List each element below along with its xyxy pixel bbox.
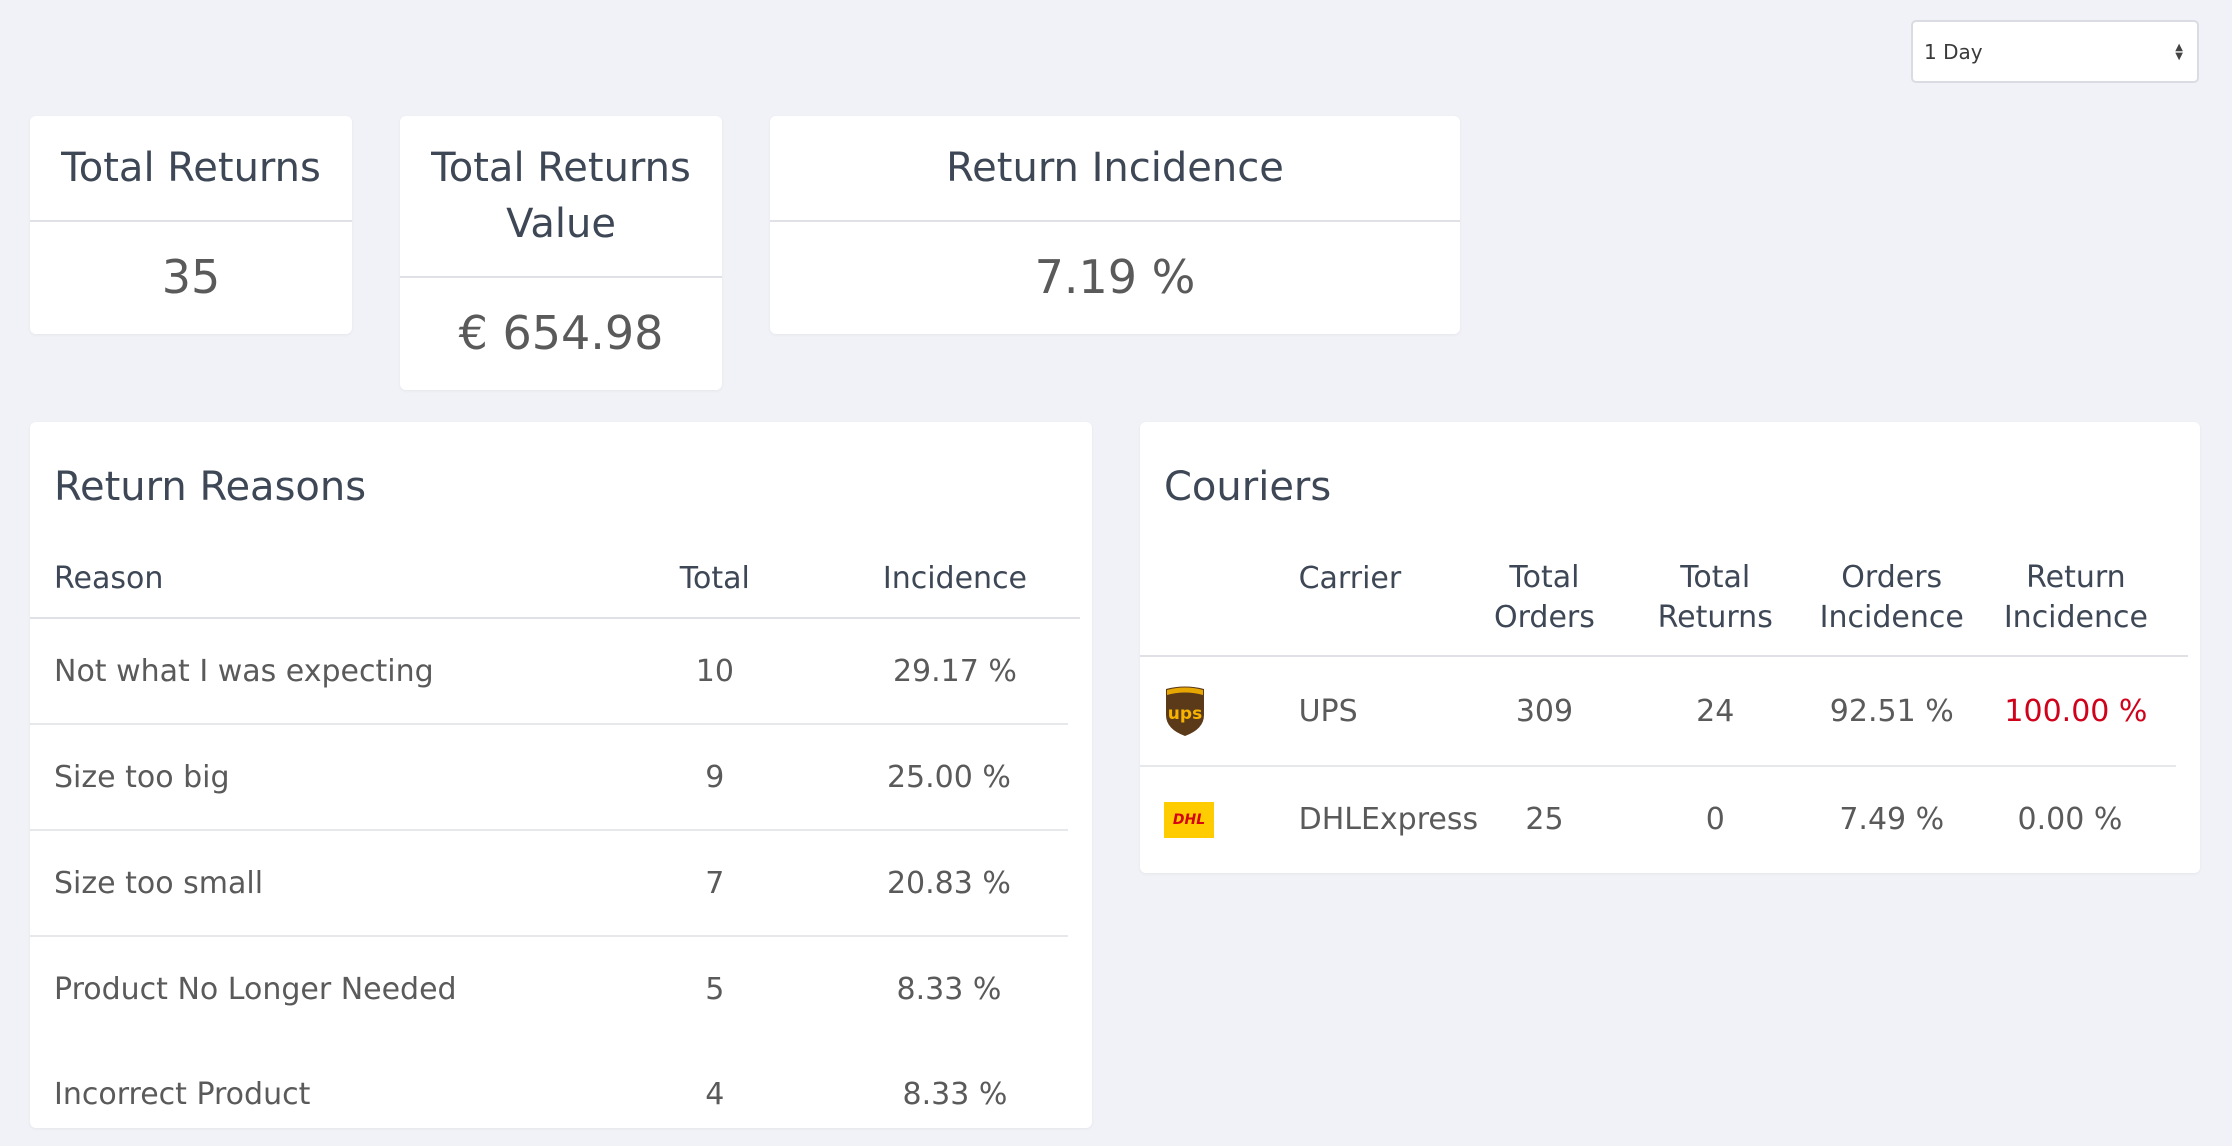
column-header-return-incidence: Return Incidence: [2003, 559, 2148, 635]
reason-cell: Not what I was expecting: [54, 653, 434, 689]
carrier-logo-cell: ups: [1140, 656, 1299, 766]
column-header-incidence: Incidence: [882, 560, 1028, 596]
table-row: DHL DHLExpress 25 0 7.49 % 0.00 %: [1140, 765, 2200, 872]
total-orders-cell: 25: [1478, 765, 1611, 872]
table-row: Incorrect Product 4 8.33 %: [30, 1042, 1080, 1128]
incidence-cell: 8.33 %: [902, 1076, 1008, 1112]
total-returns-cell: 0: [1610, 765, 1820, 872]
reason-cell: Product No Longer Needed: [30, 935, 600, 1042]
column-header-logo: [1140, 540, 1299, 656]
carrier-cell: DHLExpress: [1298, 765, 1479, 872]
column-header-total-orders: Total Orders: [1494, 559, 1595, 635]
total-cell: 7: [599, 829, 830, 936]
total-orders-cell: 309: [1515, 693, 1574, 729]
incidence-cell: 20.83 %: [829, 829, 1092, 936]
incidence-cell: 8.33 %: [829, 935, 1092, 1042]
return-reasons-panel: Return Reasons Reason Total Incidence No…: [30, 422, 1092, 1128]
table-header-row: Reason Total Incidence: [30, 540, 1080, 618]
kpi-title: Return Incidence: [770, 116, 1460, 222]
select-arrows-icon: ▲ ▼: [2175, 41, 2183, 62]
panel-title: Return Reasons: [54, 464, 367, 510]
kpi-total-returns-value: Total Returns Value € 654.98: [400, 116, 722, 390]
kpi-title: Total Returns Value: [400, 116, 722, 278]
column-header-orders-incidence: Orders Incidence: [1819, 559, 1964, 635]
incidence-cell: 25.00 %: [829, 723, 1092, 830]
kpi-value: 7.19 %: [1034, 250, 1196, 304]
return-incidence-cell: 0.00 %: [1963, 765, 2200, 872]
kpi-value: € 654.98: [458, 306, 664, 360]
table-row: Size too small 7 20.83 %: [30, 829, 1092, 936]
total-returns-cell: 24: [1696, 693, 1735, 729]
table-row: ups UPS 309 24 92.51 % 100.00 %: [1140, 656, 2188, 766]
kpi-return-incidence: Return Incidence 7.19 %: [770, 116, 1460, 334]
table-row: Size too big 9 25.00 %: [30, 723, 1092, 830]
total-cell: 5: [599, 935, 830, 1042]
total-cell: 4: [705, 1076, 725, 1112]
kpi-title: Total Returns: [30, 116, 352, 222]
total-cell: 10: [695, 653, 734, 689]
orders-incidence-cell: 7.49 %: [1819, 765, 1964, 872]
reason-cell: Size too small: [30, 829, 600, 936]
return-reasons-table: Reason Total Incidence Not what I was ex…: [30, 540, 1092, 1128]
table-header-row: Carrier Total Orders Total Returns Order…: [1140, 540, 2188, 656]
column-header-total: Total: [679, 560, 750, 596]
orders-incidence-cell: 92.51 %: [1829, 693, 1954, 729]
reason-cell: Size too big: [30, 723, 600, 830]
column-header-reason: Reason: [54, 560, 164, 596]
couriers-panel: Couriers Carrier Total Orders Total Retu…: [1140, 422, 2200, 873]
table-row: Product No Longer Needed 5 8.33 %: [30, 935, 1092, 1042]
dhl-logo-icon: DHL: [1164, 801, 1214, 838]
carrier-logo-cell: DHL: [1140, 765, 1299, 872]
panel-title: Couriers: [1164, 464, 1332, 510]
total-cell: 9: [599, 723, 830, 830]
kpi-total-returns: Total Returns 35: [30, 116, 352, 334]
period-select-value: 1 Day: [1924, 39, 1983, 64]
svg-text:ups: ups: [1168, 704, 1202, 724]
carrier-cell: UPS: [1298, 693, 1358, 729]
period-select[interactable]: 1 Day ▲ ▼: [1911, 20, 2199, 83]
return-incidence-cell: 100.00 %: [2004, 693, 2148, 729]
column-header-carrier: Carrier: [1298, 560, 1402, 596]
column-header-total-returns: Total Returns: [1657, 559, 1773, 635]
kpi-value: 35: [161, 250, 221, 304]
incidence-cell: 29.17 %: [892, 653, 1017, 689]
table-row: Not what I was expecting 10 29.17 %: [30, 618, 1080, 724]
reason-cell: Incorrect Product: [54, 1076, 311, 1112]
couriers-table: Carrier Total Orders Total Returns Order…: [1140, 540, 2200, 872]
ups-logo-icon: ups: [1166, 686, 1204, 736]
